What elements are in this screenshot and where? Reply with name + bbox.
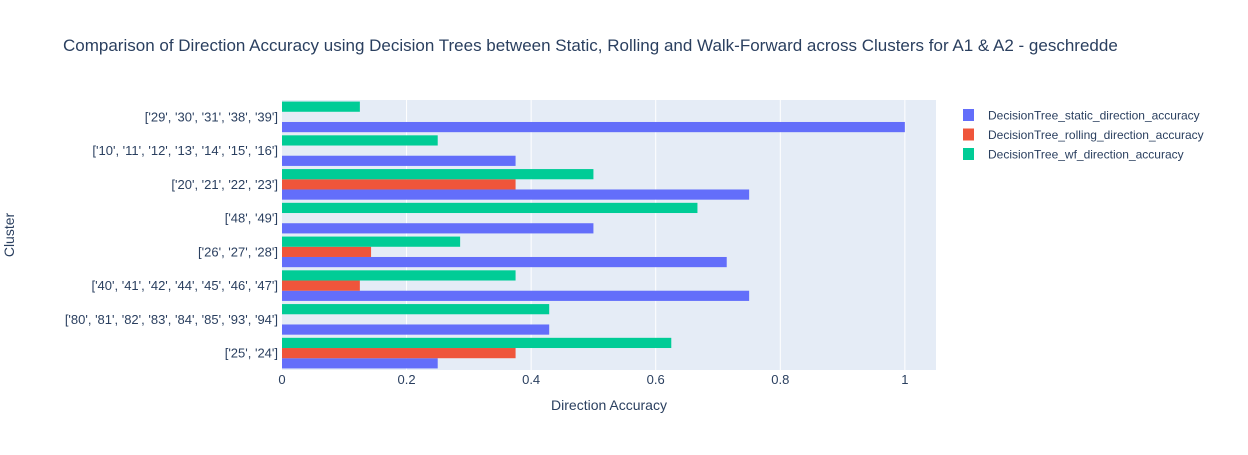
legend-label: DecisionTree_wf_direction_accuracy	[988, 148, 1184, 162]
bar[interactable]	[282, 348, 516, 359]
x-tick-label: 1	[901, 372, 908, 387]
bar[interactable]	[282, 290, 750, 301]
bar[interactable]	[282, 246, 372, 257]
legend-swatch	[963, 128, 974, 141]
bar[interactable]	[282, 223, 594, 234]
bar[interactable]	[282, 256, 727, 268]
bar[interactable]	[282, 358, 438, 369]
bar[interactable]	[282, 236, 461, 247]
x-tick-label: 0.2	[398, 372, 416, 387]
bar[interactable]	[282, 135, 438, 146]
bar[interactable]	[282, 337, 672, 349]
bar[interactable]	[282, 155, 516, 166]
bar[interactable]	[282, 179, 516, 190]
legend[interactable]: DecisionTree_static_direction_accuracy De…	[963, 109, 1204, 162]
bars	[282, 101, 905, 369]
legend-label: DecisionTree_static_direction_accuracy	[988, 109, 1200, 123]
y-tick-label: ['48', '49']	[225, 211, 278, 226]
x-tick-label: 0	[278, 372, 285, 387]
bar[interactable]	[282, 169, 594, 180]
legend-swatch	[963, 109, 974, 121]
bar[interactable]	[282, 304, 550, 315]
bar[interactable]	[282, 280, 360, 291]
chart-title: Comparison of Direction Accuracy using D…	[63, 36, 1118, 55]
bar[interactable]	[282, 101, 360, 112]
bar[interactable]	[282, 270, 516, 281]
y-axis-title: Cluster	[1, 212, 17, 257]
y-tick-labels: ['25', '24'] ['80', '81', '82', '83', '84…	[65, 109, 278, 360]
bar[interactable]	[282, 324, 550, 335]
legend-swatch	[963, 148, 974, 160]
legend-item[interactable]: DecisionTree_wf_direction_accuracy	[963, 148, 1184, 162]
x-tick-label: 0.6	[647, 372, 665, 387]
bar[interactable]	[282, 189, 750, 200]
x-tick-labels: 0 0.2 0.4 0.6 0.8 1	[278, 372, 908, 387]
x-tick-label: 0.4	[522, 372, 540, 387]
y-tick-label: ['40', '41', '42', '44', '45', '46', '47…	[91, 278, 278, 293]
y-tick-label: ['80', '81', '82', '83', '84', '85', '93…	[65, 312, 278, 327]
y-tick-label: ['10', '11', '12', '13', '14', '15', '16…	[92, 143, 278, 158]
legend-item[interactable]: DecisionTree_rolling_direction_accuracy	[963, 128, 1204, 142]
x-axis-title: Direction Accuracy	[551, 397, 667, 413]
x-tick-label: 0.8	[771, 372, 789, 387]
y-tick-label: ['25', '24']	[225, 346, 278, 361]
bar[interactable]	[282, 202, 698, 214]
y-tick-label: ['26', '27', '28']	[198, 244, 278, 259]
bar[interactable]	[282, 121, 905, 133]
legend-label: DecisionTree_rolling_direction_accuracy	[988, 128, 1204, 142]
y-tick-label: ['20', '21', '22', '23']	[171, 177, 278, 192]
legend-item[interactable]: DecisionTree_static_direction_accuracy	[963, 109, 1200, 123]
y-tick-label: ['29', '30', '31', '38', '39']	[145, 109, 278, 124]
